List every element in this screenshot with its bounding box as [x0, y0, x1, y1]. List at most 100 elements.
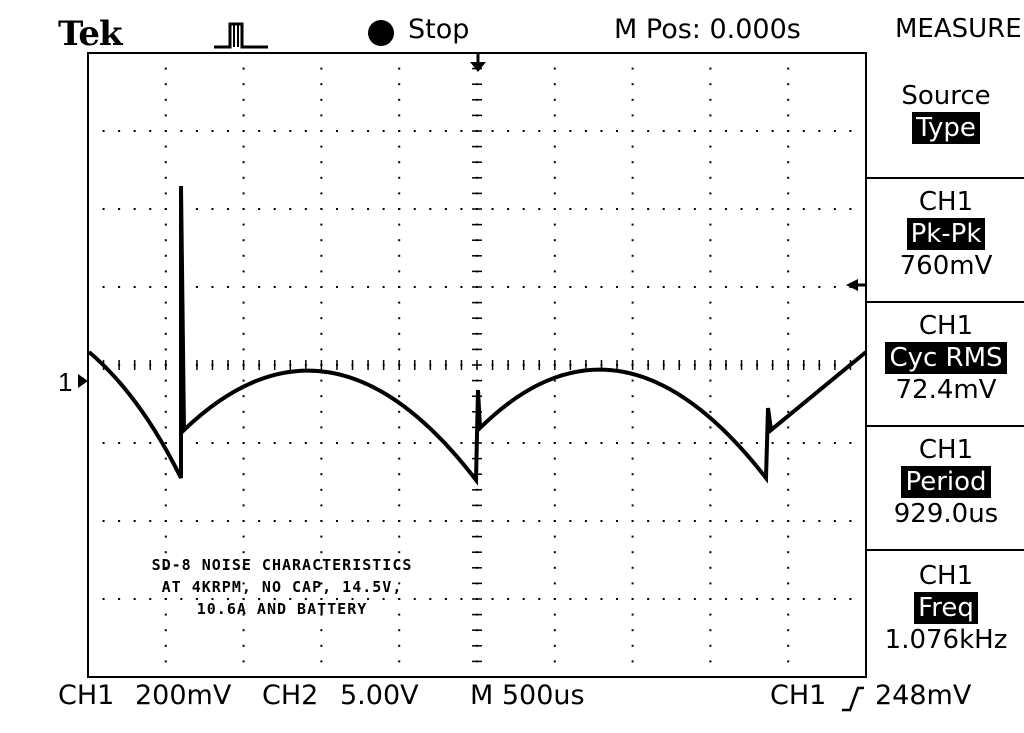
- graticule-dot: [787, 301, 790, 304]
- graticule-dot: [133, 442, 136, 444]
- graticule-dot: [320, 410, 323, 413]
- menu-value-highlight: Type: [912, 112, 980, 144]
- graticule-dot: [242, 426, 245, 429]
- graticule-dot: [616, 130, 619, 132]
- graticule-dot: [304, 130, 307, 132]
- graticule-dot: [429, 130, 432, 132]
- graticule-dot: [164, 254, 167, 257]
- graticule-dot: [662, 208, 665, 210]
- graticule-dot: [833, 442, 836, 444]
- graticule-dot: [584, 208, 587, 210]
- graticule-dot: [662, 130, 665, 132]
- graticule-dot: [164, 598, 167, 600]
- graticule-dot: [320, 395, 323, 398]
- graticule-dot: [320, 488, 323, 491]
- graticule-dot: [164, 379, 167, 382]
- graticule-dot: [289, 130, 292, 132]
- graticule-dot: [211, 286, 214, 288]
- graticule-dot: [678, 208, 681, 210]
- graticule-dot: [553, 161, 556, 164]
- graticule-dot: [320, 520, 323, 522]
- measure-type: Cyc RMS: [885, 342, 1007, 374]
- graticule-dot: [164, 613, 167, 616]
- graticule-dot: [320, 239, 323, 242]
- graticule-dot: [631, 410, 634, 413]
- graticule-dot: [522, 598, 525, 600]
- graticule-dot: [849, 208, 852, 210]
- graticule-dot: [320, 644, 323, 647]
- graticule-dot: [164, 83, 167, 86]
- graticule-dot: [460, 208, 463, 210]
- graticule-dot: [600, 130, 603, 132]
- graticule-dot: [787, 254, 790, 257]
- graticule-dot: [553, 520, 556, 522]
- graticule-dot: [195, 520, 198, 522]
- graticule-dot: [118, 130, 121, 132]
- menu-label: Source: [901, 81, 991, 111]
- graticule-dot: [242, 598, 245, 600]
- graticule-dot: [242, 254, 245, 257]
- graticule-dot: [522, 286, 525, 288]
- graticule-dot: [740, 598, 743, 600]
- graticule-dot: [507, 208, 510, 210]
- graticule-dot: [724, 208, 727, 210]
- graticule-dot: [631, 457, 634, 460]
- menu-button-measure-3[interactable]: CH1 Period 929.0us: [868, 434, 1024, 530]
- graticule-dot: [833, 130, 836, 132]
- graticule-dot: [600, 442, 603, 444]
- graticule-dot: [538, 286, 541, 288]
- graticule-dot: [398, 520, 401, 522]
- graticule-dot: [522, 130, 525, 132]
- graticule-dot: [133, 286, 136, 288]
- graticule-dot: [709, 488, 712, 491]
- graticule-dot: [195, 286, 198, 288]
- graticule-dot: [164, 395, 167, 398]
- graticule-dot: [818, 520, 821, 522]
- menu-button-measure-4[interactable]: CH1 Freq 1.076kHz: [868, 560, 1024, 656]
- graticule-dot: [164, 442, 167, 444]
- graticule-dot: [398, 504, 401, 507]
- graticule-dot: [273, 286, 276, 288]
- graticule-dot: [133, 598, 136, 600]
- brand-logo: Tek: [58, 14, 123, 54]
- graticule-dot: [553, 457, 556, 460]
- graticule-dot: [678, 598, 681, 600]
- graticule-dot: [164, 270, 167, 273]
- graticule-dot: [258, 598, 261, 600]
- measure-channel: CH1: [918, 435, 974, 465]
- graticule-dot: [787, 442, 790, 444]
- menu-button-measure-2[interactable]: CH1 Cyc RMS 72.4mV: [868, 310, 1024, 406]
- graticule-dot: [102, 520, 105, 522]
- graticule-dot: [631, 613, 634, 616]
- graticule-dot: [740, 442, 743, 444]
- graticule-dot: [320, 67, 323, 70]
- graticule-dot: [102, 598, 105, 600]
- graticule-dot: [538, 208, 541, 210]
- graticule-dot: [553, 410, 556, 413]
- graticule-dot: [304, 208, 307, 210]
- graticule-dot: [631, 629, 634, 632]
- graticule-dot: [584, 130, 587, 132]
- graticule-dot: [195, 208, 198, 210]
- graticule-dot: [320, 83, 323, 86]
- menu-button-source-type[interactable]: Source Type: [868, 80, 1024, 144]
- graticule-dot: [631, 254, 634, 257]
- graticule-dot: [709, 176, 712, 179]
- graticule-dot: [242, 504, 245, 507]
- graticule-dot: [444, 208, 447, 210]
- graticule-dot: [709, 145, 712, 148]
- graticule-dot: [398, 488, 401, 491]
- graticule-dot: [631, 270, 634, 273]
- graticule-dot: [398, 114, 401, 117]
- graticule-dot: [553, 301, 556, 304]
- graticule-dot: [709, 130, 712, 132]
- menu-button-measure-1[interactable]: CH1 Pk-Pk 760mV: [868, 186, 1024, 282]
- graticule-dot: [553, 192, 556, 195]
- graticule-dot: [304, 286, 307, 288]
- graticule-dot: [164, 660, 167, 663]
- graticule-dot: [320, 426, 323, 429]
- graticule-dot: [382, 598, 385, 600]
- graticule-dot: [398, 598, 401, 600]
- graticule-dot: [553, 644, 556, 647]
